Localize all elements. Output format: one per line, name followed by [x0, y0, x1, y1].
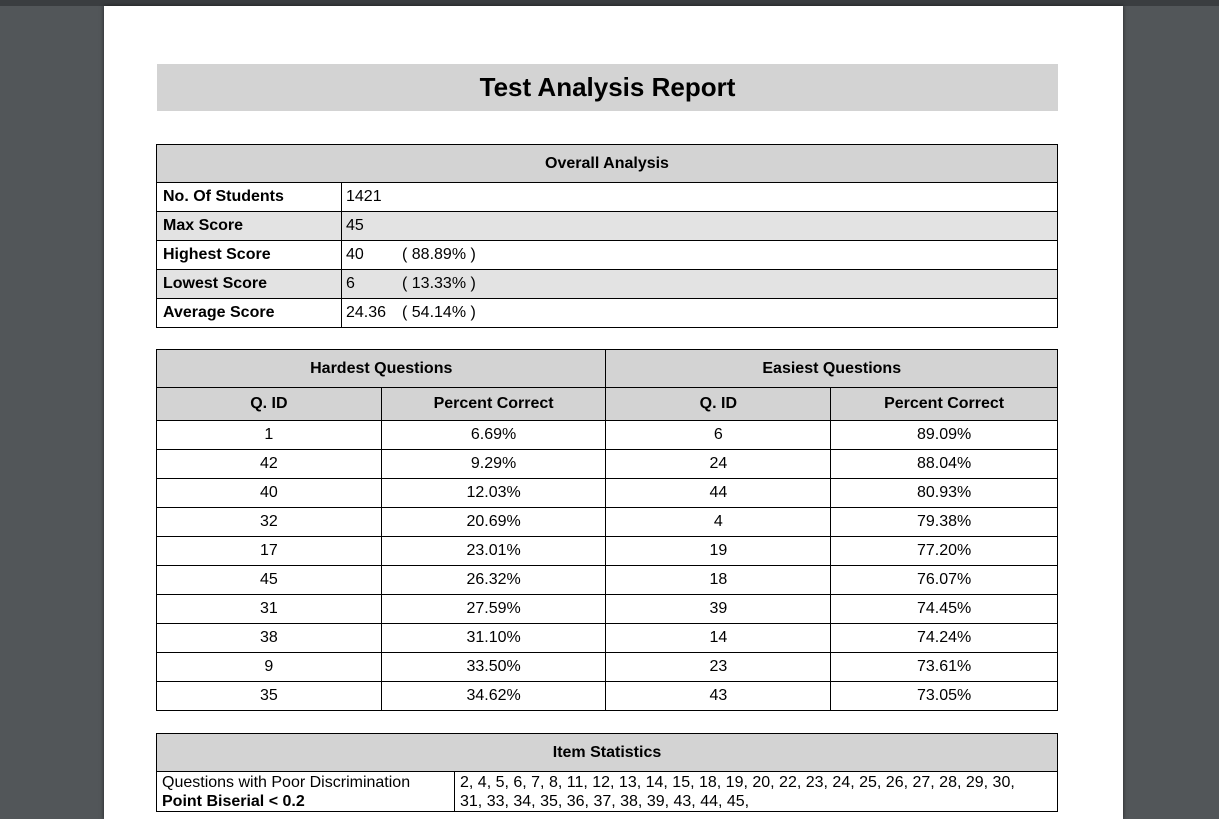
- overall-analysis-header: Overall Analysis: [156, 144, 1058, 183]
- poor-discrimination-label: Questions with Poor Discrimination Point…: [156, 771, 455, 812]
- easiest-qid-cell: 6: [605, 420, 832, 450]
- easiest-questions-header: Easiest Questions: [605, 349, 1058, 388]
- easiest-qid-cell: 4: [605, 507, 832, 537]
- easiest-qid-cell: 43: [605, 681, 832, 711]
- easiest-qid-cell: 24: [605, 449, 832, 479]
- report-title: Test Analysis Report: [157, 64, 1058, 111]
- hardest-pct-cell: 9.29%: [380, 449, 607, 479]
- overall-label: Average Score: [156, 298, 342, 328]
- easiest-pct-cell: 73.05%: [830, 681, 1058, 711]
- hardest-qid-cell: 17: [156, 536, 382, 566]
- overall-value: 24.36( 54.14% ): [341, 298, 1058, 328]
- hardest-qid-cell: 45: [156, 565, 382, 595]
- hardest-qid-cell: 9: [156, 652, 382, 682]
- hardest-pct-cell: 20.69%: [380, 507, 607, 537]
- overall-row-students: No. Of Students 1421: [156, 182, 1058, 212]
- overall-label: Highest Score: [156, 240, 342, 270]
- item-statistics-header: Item Statistics: [156, 733, 1058, 772]
- easiest-pct-cell: 89.09%: [830, 420, 1058, 450]
- easiest-pct-column: Percent Correct: [830, 387, 1058, 421]
- easiest-qid-cell: 44: [605, 478, 832, 508]
- hardest-qid-cell: 31: [156, 594, 382, 624]
- hardest-qid-cell: 40: [156, 478, 382, 508]
- overall-value: 45: [341, 211, 1058, 241]
- easiest-qid-cell: 23: [605, 652, 832, 682]
- overall-label: No. Of Students: [156, 182, 342, 212]
- hardest-pct-cell: 27.59%: [380, 594, 607, 624]
- easiest-pct-cell: 73.61%: [830, 652, 1058, 682]
- easiest-pct-cell: 88.04%: [830, 449, 1058, 479]
- hardest-pct-cell: 31.10%: [380, 623, 607, 653]
- hardest-questions-header: Hardest Questions: [155, 349, 607, 388]
- hardest-qid-cell: 1: [156, 420, 382, 450]
- table-row: 38 31.10% 14 74.24%: [156, 623, 1058, 653]
- report-page: Test Analysis Report Overall Analysis No…: [104, 6, 1123, 819]
- easiest-pct-cell: 79.38%: [830, 507, 1058, 537]
- hardest-pct-column: Percent Correct: [380, 387, 607, 421]
- easiest-qid-cell: 39: [605, 594, 832, 624]
- easiest-qid-cell: 14: [605, 623, 832, 653]
- easiest-pct-cell: 80.93%: [830, 478, 1058, 508]
- hardest-qid-cell: 35: [156, 681, 382, 711]
- overall-row-highest-score: Highest Score 40( 88.89% ): [156, 240, 1058, 270]
- overall-value: 6( 13.33% ): [341, 269, 1058, 299]
- hardest-pct-cell: 34.62%: [380, 681, 607, 711]
- poor-discrimination-row: Questions with Poor Discrimination Point…: [156, 771, 1058, 812]
- hardest-qid-cell: 38: [156, 623, 382, 653]
- overall-row-max-score: Max Score 45: [156, 211, 1058, 241]
- table-row: 17 23.01% 19 77.20%: [156, 536, 1058, 566]
- overall-value: 1421: [341, 182, 1058, 212]
- table-row: 42 9.29% 24 88.04%: [156, 449, 1058, 479]
- table-row: 9 33.50% 23 73.61%: [156, 652, 1058, 682]
- item-statistics-table: Item Statistics Questions with Poor Disc…: [156, 733, 1058, 812]
- poor-discrimination-values: 2, 4, 5, 6, 7, 8, 11, 12, 13, 14, 15, 18…: [454, 771, 1058, 812]
- easiest-qid-column: Q. ID: [605, 387, 832, 421]
- overall-row-average-score: Average Score 24.36( 54.14% ): [156, 298, 1058, 328]
- table-row: 45 26.32% 18 76.07%: [156, 565, 1058, 595]
- hardest-pct-cell: 26.32%: [380, 565, 607, 595]
- hardest-qid-cell: 32: [156, 507, 382, 537]
- easiest-pct-cell: 76.07%: [830, 565, 1058, 595]
- table-row: 1 6.69% 6 89.09%: [156, 420, 1058, 450]
- questions-table: Hardest Questions Easiest Questions Q. I…: [155, 349, 1058, 711]
- overall-value: 40( 88.89% ): [341, 240, 1058, 270]
- table-row: 35 34.62% 43 73.05%: [156, 681, 1058, 711]
- hardest-pct-cell: 6.69%: [380, 420, 607, 450]
- table-row: 31 27.59% 39 74.45%: [156, 594, 1058, 624]
- table-row: 32 20.69% 4 79.38%: [156, 507, 1058, 537]
- table-row: 40 12.03% 44 80.93%: [156, 478, 1058, 508]
- hardest-qid-column: Q. ID: [156, 387, 382, 421]
- easiest-pct-cell: 74.24%: [830, 623, 1058, 653]
- hardest-pct-cell: 12.03%: [380, 478, 607, 508]
- easiest-pct-cell: 74.45%: [830, 594, 1058, 624]
- hardest-qid-cell: 42: [156, 449, 382, 479]
- easiest-qid-cell: 19: [605, 536, 832, 566]
- easiest-qid-cell: 18: [605, 565, 832, 595]
- overall-row-lowest-score: Lowest Score 6( 13.33% ): [156, 269, 1058, 299]
- overall-analysis-table: Overall Analysis No. Of Students 1421 Ma…: [156, 144, 1058, 328]
- viewer-top-strip: [0, 0, 1219, 6]
- hardest-pct-cell: 23.01%: [380, 536, 607, 566]
- easiest-pct-cell: 77.20%: [830, 536, 1058, 566]
- hardest-pct-cell: 33.50%: [380, 652, 607, 682]
- overall-label: Max Score: [156, 211, 342, 241]
- overall-label: Lowest Score: [156, 269, 342, 299]
